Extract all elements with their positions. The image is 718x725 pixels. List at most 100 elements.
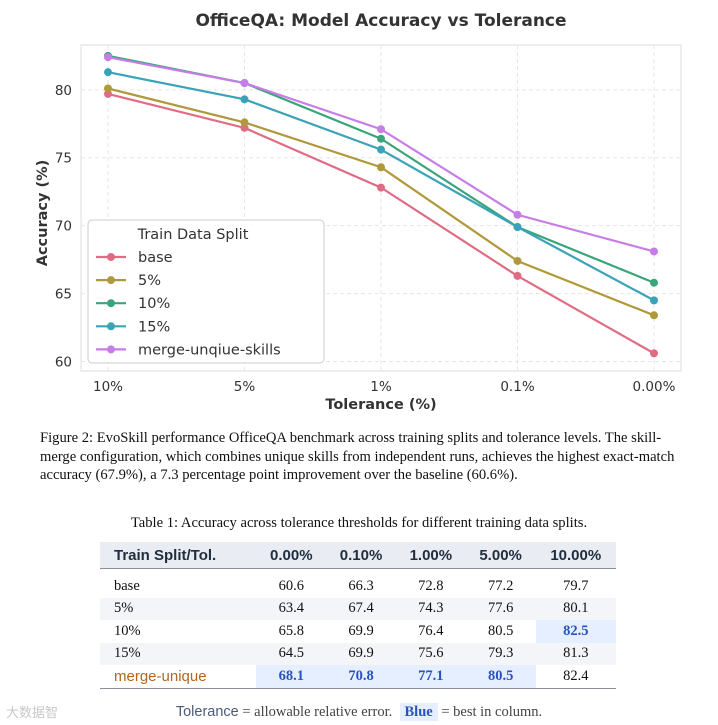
- data-point: [650, 311, 658, 320]
- table-cell: 75.6: [395, 642, 466, 665]
- x-tick-labels: 10% 5% 1% 0.1% 0.00%: [93, 379, 676, 395]
- y-tick-label: 80: [55, 83, 72, 99]
- row-label: merge-unique: [100, 665, 257, 689]
- table-cell: 77.6: [465, 597, 536, 620]
- row-label: 15%: [100, 642, 257, 665]
- y-tick-label: 70: [55, 219, 72, 235]
- legend-title: Train Data Split: [137, 227, 249, 243]
- x-tick-label: 5%: [234, 379, 256, 395]
- table-cell: 64.5: [256, 642, 327, 665]
- legend-item: 10%: [96, 296, 170, 312]
- x-tick-label: 10%: [93, 379, 123, 395]
- data-point: [650, 278, 658, 287]
- accuracy-chart: OfficeQA: Model Accuracy vs Tolerance 60…: [35, 11, 682, 413]
- data-point: [240, 118, 249, 127]
- legend-label: 15%: [138, 319, 170, 335]
- legend-item: base: [96, 250, 173, 266]
- table-header-row: Train Split/Tol. 0.00% 0.10% 1.00% 5.00%…: [100, 542, 616, 569]
- legend-item: 5%: [96, 273, 161, 289]
- y-tick-labels: 60 65 70 75 80: [55, 83, 72, 371]
- legend-items: base 5% 10% 15% merge-unqiue-skills: [96, 250, 281, 358]
- row-label: base: [114, 577, 140, 594]
- table-caption: Table 1: Accuracy across tolerance thres…: [130, 515, 588, 531]
- data-point: [240, 79, 249, 88]
- series-layer: [104, 51, 658, 358]
- legend-swatch-marker: [107, 322, 115, 331]
- x-tick-label: 0.00%: [633, 379, 676, 395]
- table-cell: 74.3: [395, 597, 466, 620]
- figure-caption: Figure 2: EvoSkill performance OfficeQA …: [40, 430, 675, 483]
- legend-item: 15%: [96, 319, 170, 335]
- legend-label: 10%: [138, 296, 170, 312]
- note-blue-chip: Blue: [399, 703, 438, 721]
- row-label: 5%: [100, 597, 257, 620]
- table-cell: 77.2: [487, 577, 514, 594]
- table-row: 10% 65.8 69.9 76.4 80.5 82.5: [100, 620, 616, 643]
- best-cell: 70.8: [326, 665, 396, 689]
- y-axis-label: Accuracy (%): [35, 160, 51, 267]
- table-cell: 81.3: [535, 642, 616, 665]
- table-cell: 80.5: [487, 622, 514, 639]
- data-point: [513, 271, 522, 280]
- best-cell: 77.1: [395, 665, 466, 689]
- legend-swatch-marker: [107, 299, 115, 308]
- header-tol-0: 0.00%: [256, 542, 327, 569]
- data-point: [377, 125, 385, 134]
- data-point: [104, 53, 112, 62]
- x-tick-label: 0.1%: [500, 379, 534, 395]
- legend-label: base: [138, 250, 173, 266]
- data-point: [104, 68, 112, 77]
- table-cell: 60.6: [278, 577, 304, 594]
- best-cell: 80.5: [465, 665, 536, 689]
- data-point: [650, 247, 658, 256]
- x-axis-label: Tolerance (%): [325, 397, 436, 413]
- legend-swatch-marker: [107, 345, 115, 354]
- table-cell: 63.4: [256, 597, 327, 620]
- data-point: [377, 134, 385, 143]
- header-tol-0-1: 0.10%: [326, 542, 396, 569]
- table-cell: 76.4: [418, 622, 444, 639]
- table-cell: 67.4: [326, 597, 396, 620]
- table-cell: 80.1: [535, 597, 616, 620]
- accuracy-line-chart: OfficeQA: Model Accuracy vs Tolerance 60…: [35, 11, 682, 413]
- table-cell: 66.3: [348, 577, 374, 594]
- table-note: Tolerance = allowable relative error. Bl…: [0, 703, 718, 721]
- data-point: [650, 349, 658, 358]
- table-row: base 60.6 66.3 72.8 77.2 79.7: [100, 575, 616, 598]
- data-point: [377, 183, 385, 192]
- legend: Train Data Split base 5% 10% 15% merge-unqiu…: [87, 219, 325, 364]
- table-row: 15% 64.5 69.9 75.6 79.3 81.3: [100, 642, 616, 665]
- note-term-def: = allowable relative error.: [242, 704, 393, 720]
- header-tol-10: 10.00%: [535, 542, 616, 569]
- legend-label: merge-unqiue-skills: [138, 342, 281, 358]
- results-table: Train Split/Tol. 0.00% 0.10% 1.00% 5.00%…: [100, 542, 616, 689]
- data-point: [377, 145, 385, 154]
- data-point: [240, 95, 249, 104]
- table-row: merge-unique 68.1 70.8 77.1 80.5 82.4: [100, 665, 616, 689]
- table-cell: 72.8: [418, 577, 444, 594]
- table-cell: 79.7: [563, 577, 589, 594]
- data-point: [650, 296, 658, 305]
- series-15-: [104, 68, 658, 305]
- y-tick-label: 65: [55, 287, 72, 303]
- legend-swatch-marker: [107, 253, 115, 261]
- data-point: [104, 84, 112, 93]
- legend-item: merge-unqiue-skills: [96, 342, 281, 358]
- row-label: 10%: [114, 622, 141, 639]
- note-term: Tolerance: [175, 704, 239, 720]
- series-merge-unqiue-skills: [104, 53, 658, 256]
- chart-title: OfficeQA: Model Accuracy vs Tolerance: [195, 11, 566, 31]
- table-cell: 65.8: [278, 622, 304, 639]
- data-point: [377, 163, 385, 172]
- y-tick-label: 60: [55, 354, 72, 370]
- data-point: [513, 210, 522, 219]
- watermark: 大数据智: [6, 706, 59, 721]
- legend-label: 5%: [138, 273, 161, 289]
- table-cell: 82.4: [535, 665, 616, 689]
- y-tick-label: 75: [55, 151, 72, 167]
- table-cell: 69.9: [326, 642, 396, 665]
- best-cell: 68.1: [256, 665, 327, 689]
- x-tick-label: 1%: [370, 379, 392, 395]
- table-row: 5% 63.4 67.4 74.3 77.6 80.1: [100, 597, 616, 620]
- series-5-: [104, 84, 658, 320]
